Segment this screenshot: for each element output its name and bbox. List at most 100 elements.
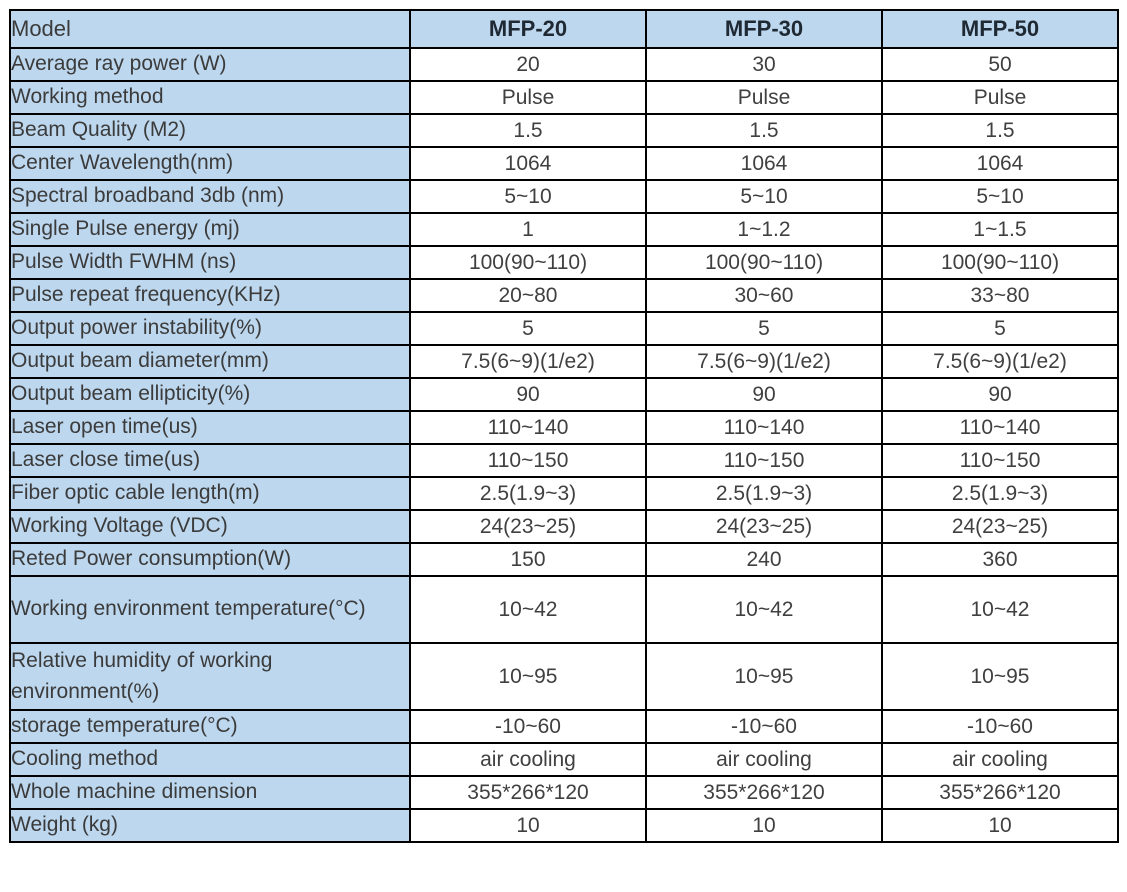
spec-label: Single Pulse energy (mj)	[9, 212, 411, 247]
spec-label: Fiber optic cable length(m)	[9, 476, 411, 511]
spec-value: 7.5(6~9)(1/e2)	[409, 344, 647, 379]
spec-label: Spectral broadband 3db (nm)	[9, 179, 411, 214]
spec-label: Relative humidity of working environment…	[9, 642, 411, 711]
spec-value: 10	[881, 808, 1119, 843]
spec-value: 5~10	[881, 179, 1119, 214]
spec-value: 100(90~110)	[645, 245, 883, 280]
table-row: Laser open time(us) 110~140 110~140 110~140	[9, 410, 1119, 445]
spec-value: 24(23~25)	[409, 509, 647, 544]
spec-label: Average ray power (W)	[9, 47, 411, 82]
spec-value: 30~60	[645, 278, 883, 313]
table-row: Single Pulse energy (mj) 1 1~1.2 1~1.5	[9, 212, 1119, 247]
spec-value: 1.5	[881, 113, 1119, 148]
table-row: Spectral broadband 3db (nm) 5~10 5~10 5~10	[9, 179, 1119, 214]
table-row: Pulse repeat frequency(KHz) 20~80 30~60 33~…	[9, 278, 1119, 313]
spec-value: 1064	[645, 146, 883, 181]
spec-value: 5	[409, 311, 647, 346]
table-row: Fiber optic cable length(m) 2.5(1.9~3) 2.5…	[9, 476, 1119, 511]
header-model-label: Model	[9, 9, 411, 49]
spec-label: Laser open time(us)	[9, 410, 411, 445]
spec-value: 110~150	[645, 443, 883, 478]
spec-value: 10~95	[409, 642, 647, 711]
spec-value: 24(23~25)	[881, 509, 1119, 544]
spec-label: Output beam ellipticity(%)	[9, 377, 411, 412]
spec-value: 100(90~110)	[409, 245, 647, 280]
table-row: Average ray power (W) 20 30 50	[9, 47, 1119, 82]
table-row: Beam Quality (M2) 1.5 1.5 1.5	[9, 113, 1119, 148]
table-row: Center Wavelength(nm) 1064 1064 1064	[9, 146, 1119, 181]
table-row: Weight (kg) 10 10 10	[9, 808, 1119, 843]
spec-value: 2.5(1.9~3)	[881, 476, 1119, 511]
spec-value: 5~10	[409, 179, 647, 214]
spec-label: Center Wavelength(nm)	[9, 146, 411, 181]
spec-value: 10~42	[881, 575, 1119, 644]
spec-value: 33~80	[881, 278, 1119, 313]
spec-value: 24(23~25)	[645, 509, 883, 544]
spec-label: Working Voltage (VDC)	[9, 509, 411, 544]
spec-label: Beam Quality (M2)	[9, 113, 411, 148]
spec-value: 110~150	[409, 443, 647, 478]
spec-value: 2.5(1.9~3)	[409, 476, 647, 511]
table-row: Output power instability(%) 5 5 5	[9, 311, 1119, 346]
table-row: Working environment temperature(°C) 10~42…	[9, 575, 1119, 644]
spec-table: Model MFP-20 MFP-30 MFP-50 Average ray p…	[9, 9, 1119, 843]
table-row: Relative humidity of working environment…	[9, 642, 1119, 711]
spec-value: 7.5(6~9)(1/e2)	[881, 344, 1119, 379]
spec-value: 10~42	[645, 575, 883, 644]
spec-label: Whole machine dimension	[9, 775, 411, 810]
spec-value: air cooling	[881, 742, 1119, 777]
spec-value: 1.5	[645, 113, 883, 148]
table-row: Whole machine dimension 355*266*120 355*26…	[9, 775, 1119, 810]
spec-label: Output power instability(%)	[9, 311, 411, 346]
header-column-mfp20: MFP-20	[409, 9, 647, 49]
table-row: Laser close time(us) 110~150 110~150 110~15…	[9, 443, 1119, 478]
spec-value: 7.5(6~9)(1/e2)	[645, 344, 883, 379]
header-column-mfp50: MFP-50	[881, 9, 1119, 49]
table-row: Reted Power consumption(W) 150 240 360	[9, 542, 1119, 577]
spec-value: 50	[881, 47, 1119, 82]
spec-label: Pulse Width FWHM (ns)	[9, 245, 411, 280]
spec-value: 150	[409, 542, 647, 577]
spec-label: Output beam diameter(mm)	[9, 344, 411, 379]
spec-value: 2.5(1.9~3)	[645, 476, 883, 511]
spec-value: 90	[409, 377, 647, 412]
spec-label: Cooling method	[9, 742, 411, 777]
table-row: Working method Pulse Pulse Pulse	[9, 80, 1119, 115]
spec-label: Pulse repeat frequency(KHz)	[9, 278, 411, 313]
spec-value: 1.5	[409, 113, 647, 148]
spec-value: Pulse	[881, 80, 1119, 115]
spec-value: 5~10	[645, 179, 883, 214]
spec-value: Pulse	[645, 80, 883, 115]
spec-value: 20~80	[409, 278, 647, 313]
spec-value: -10~60	[409, 709, 647, 744]
spec-value: 100(90~110)	[881, 245, 1119, 280]
spec-value: 110~140	[409, 410, 647, 445]
header-column-mfp30: MFP-30	[645, 9, 883, 49]
spec-value: 5	[881, 311, 1119, 346]
spec-value: 10~95	[645, 642, 883, 711]
spec-value: 1064	[409, 146, 647, 181]
spec-table-body: Average ray power (W) 20 30 50 Working metho…	[9, 47, 1119, 843]
spec-value: 20	[409, 47, 647, 82]
spec-label: Weight (kg)	[9, 808, 411, 843]
table-row: Cooling method air cooling air cooling air …	[9, 742, 1119, 777]
table-row: Working Voltage (VDC) 24(23~25) 24(23~25) 2…	[9, 509, 1119, 544]
spec-value: 5	[645, 311, 883, 346]
spec-value: 10	[645, 808, 883, 843]
spec-value: air cooling	[409, 742, 647, 777]
table-header-row: Model MFP-20 MFP-30 MFP-50	[9, 9, 1119, 49]
spec-value: 1~1.2	[645, 212, 883, 247]
table-row: storage temperature(°C) -10~60 -10~60 -10~6…	[9, 709, 1119, 744]
spec-value: 1~1.5	[881, 212, 1119, 247]
spec-value: 10~95	[881, 642, 1119, 711]
spec-value: -10~60	[881, 709, 1119, 744]
spec-value: 90	[881, 377, 1119, 412]
spec-label: Working method	[9, 80, 411, 115]
spec-label: storage temperature(°C)	[9, 709, 411, 744]
spec-value: 10~42	[409, 575, 647, 644]
spec-value: -10~60	[645, 709, 883, 744]
spec-value: 110~140	[645, 410, 883, 445]
table-row: Output beam diameter(mm) 7.5(6~9)(1/e2) 7.…	[9, 344, 1119, 379]
spec-value: 360	[881, 542, 1119, 577]
spec-value: 110~150	[881, 443, 1119, 478]
